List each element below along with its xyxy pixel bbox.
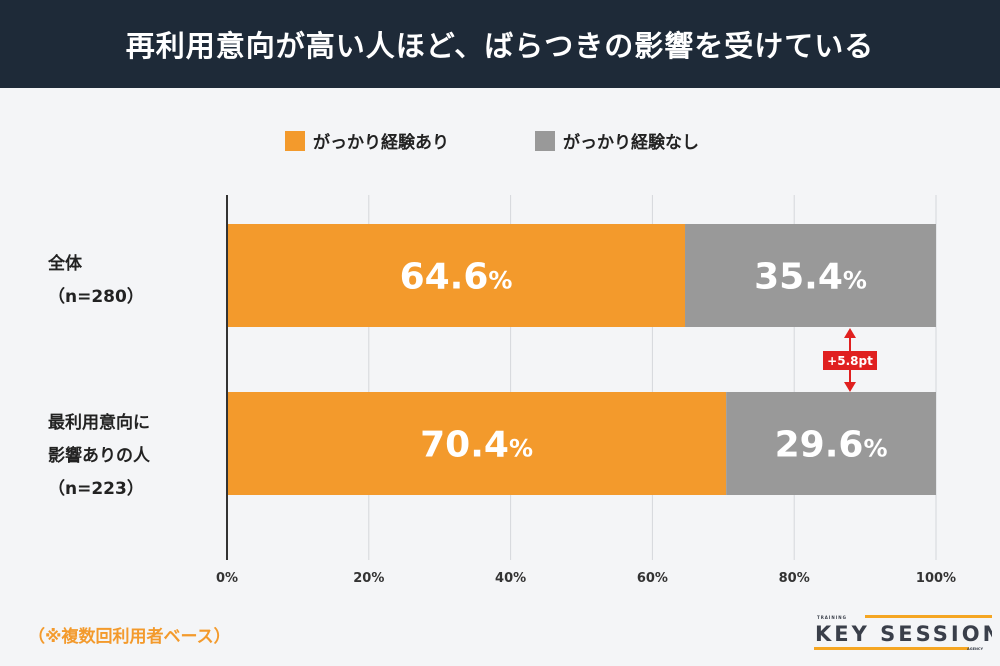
svg-text:AGENCY: AGENCY [967,647,983,651]
category-line: （n=223） [48,479,144,499]
category-label-affected: 最利用意向に 影響ありの人 （n=223） [48,407,150,506]
data-label: 29.6% [775,425,888,466]
x-tick-label: 40% [495,571,526,586]
bar-segment [227,392,727,495]
category-label-all: 全体 （n=280） [48,248,144,314]
x-tick-label: 100% [916,571,956,586]
difference-label: +5.8pt [827,354,873,368]
arrow-head-up [844,328,856,338]
x-tick-label: 60% [637,571,668,586]
bar-segment [726,392,936,495]
x-tick-label: 0% [216,571,238,586]
legend-label: がっかり経験あり [313,133,449,153]
legend-swatch [285,130,305,151]
legend-item-yes: がっかり経験あり [285,128,449,153]
data-label: 35.4% [754,257,867,298]
svg-text:TRAINING: TRAINING [817,615,847,620]
svg-text:KEY SESSION: KEY SESSION [815,622,992,646]
category-line: 最利用意向に [48,413,150,433]
category-line: （n=280） [48,287,144,307]
arrow-head-down [844,382,856,392]
x-tick-label: 80% [779,571,810,586]
key-session-logo: TRAINING KEY SESSION AGENCY [814,615,992,651]
legend-swatch [535,130,555,151]
difference-badge [823,351,877,370]
data-label: 64.6% [400,257,513,298]
bar-segment [685,224,936,327]
page-title: 再利用意向が高い人ほど、ばらつきの影響を受けている [0,0,1000,88]
data-label: 70.4% [420,425,533,466]
bar-segment [227,224,686,327]
footnote: （※複数回利用者ベース） [28,627,231,647]
category-line: 影響ありの人 [48,446,150,466]
x-tick-label: 20% [353,571,384,586]
legend-label: がっかり経験なし [563,133,699,153]
legend-item-no: がっかり経験なし [535,128,699,153]
category-line: 全体 [48,254,82,274]
